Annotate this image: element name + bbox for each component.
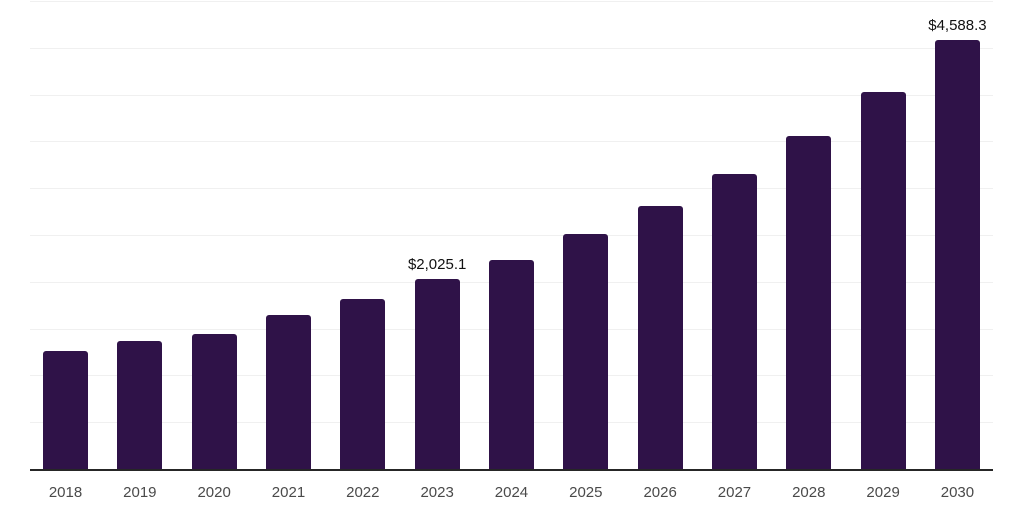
bar-slot-2025 bbox=[563, 1, 609, 469]
data-label-2030: $4,588.3 bbox=[928, 16, 987, 34]
bar-2029[interactable] bbox=[860, 91, 906, 469]
x-tick-2020: 2020 bbox=[197, 484, 231, 501]
x-axis-line bbox=[30, 469, 993, 471]
x-tick-2029: 2029 bbox=[866, 484, 900, 501]
bar-slot-2028 bbox=[786, 1, 832, 469]
bar-slot-2030: $4,588.3 bbox=[928, 1, 987, 469]
gridline-4000 bbox=[30, 94, 993, 96]
x-tick-2025: 2025 bbox=[569, 484, 603, 501]
bar-2023[interactable] bbox=[414, 279, 460, 469]
bar-slot-2022 bbox=[340, 1, 386, 469]
bar-slot-2027 bbox=[711, 1, 757, 469]
bar-2028[interactable] bbox=[786, 135, 832, 469]
x-tick-2018: 2018 bbox=[48, 484, 83, 501]
x-axis-labels: 2018 2019 2020 2021 2022 2023 2024 2025 2026 2027… bbox=[30, 484, 993, 502]
bar-slot-2020 bbox=[191, 1, 237, 469]
bar-2020[interactable] bbox=[191, 334, 237, 469]
gridline-3000 bbox=[30, 188, 993, 190]
bars-container: $2,025.1 $4,588.3 bbox=[30, 1, 993, 469]
gridline-5000 bbox=[30, 1, 993, 2]
gridline-2500 bbox=[30, 235, 993, 236]
bar-2025[interactable] bbox=[563, 234, 609, 469]
plot-area: $2,025.1 $4,588.3 bbox=[30, 1, 993, 471]
x-tick-2026: 2026 bbox=[643, 484, 677, 501]
bar-slot-2018 bbox=[43, 1, 88, 469]
gridline-3500 bbox=[30, 141, 993, 143]
bar-slot-2023: $2,025.1 bbox=[408, 1, 466, 469]
gridline-4500 bbox=[30, 47, 993, 49]
bar-2021[interactable] bbox=[265, 315, 311, 469]
x-tick-2028: 2028 bbox=[792, 484, 826, 501]
x-tick-2024: 2024 bbox=[494, 484, 529, 501]
bar-2018[interactable] bbox=[43, 350, 88, 469]
bar-slot-2026 bbox=[637, 1, 683, 469]
x-tick-2021: 2021 bbox=[271, 484, 306, 501]
bar-2024[interactable] bbox=[488, 259, 534, 469]
bar-2022[interactable] bbox=[340, 299, 386, 469]
data-label-2023: $2,025.1 bbox=[407, 256, 467, 274]
x-tick-2019: 2019 bbox=[123, 484, 157, 501]
bar-2027[interactable] bbox=[711, 173, 757, 469]
bar-slot-2019 bbox=[117, 1, 163, 469]
x-tick-2030: 2030 bbox=[940, 484, 975, 501]
x-tick-2027: 2027 bbox=[717, 484, 752, 501]
bar-2026[interactable] bbox=[637, 205, 683, 469]
bar-2019[interactable] bbox=[117, 340, 163, 469]
bar-slot-2024 bbox=[488, 1, 534, 469]
x-tick-2022: 2022 bbox=[346, 484, 380, 501]
bar-slot-2029 bbox=[860, 1, 906, 469]
bar-slot-2021 bbox=[265, 1, 311, 469]
x-tick-2023: 2023 bbox=[420, 484, 454, 501]
bar-2030[interactable] bbox=[934, 39, 980, 469]
